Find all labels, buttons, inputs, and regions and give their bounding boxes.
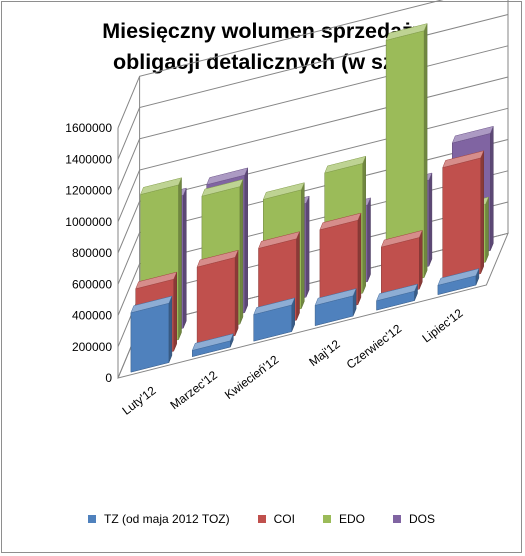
bar-top — [376, 283, 418, 302]
bar-side — [423, 23, 428, 278]
bar-tz — [253, 297, 296, 342]
x-tick-label: Czerwiec'12 — [344, 321, 405, 371]
y-tick-label: 1200000 — [65, 184, 112, 198]
bar-top — [451, 125, 494, 144]
bar-side — [490, 126, 494, 251]
y-tick-label: 600000 — [72, 277, 112, 291]
bar-top — [314, 288, 357, 306]
bar-coi — [442, 150, 485, 284]
y-tick-label: 1400000 — [65, 152, 112, 166]
bar-top — [380, 230, 423, 248]
x-tick-label: Lipiec'12 — [420, 306, 466, 346]
bar-top — [442, 150, 485, 168]
bar-side — [301, 182, 305, 309]
bars — [130, 23, 494, 373]
bar-coi — [380, 230, 423, 300]
bar-side — [173, 272, 177, 352]
y-axis-ticks: 0 200000 400000 600000 800000 1000000 1200000 1… — [65, 121, 112, 385]
bar-top — [253, 297, 296, 315]
chart-title-line-1: Miesięczny wolumen sprzedaży — [102, 19, 425, 43]
bar-tz — [314, 288, 357, 327]
bar-top — [385, 23, 428, 41]
bar-side — [362, 156, 366, 294]
legend-label: TZ (od maja 2012 TOZ) — [104, 512, 230, 526]
bar-tz — [376, 283, 418, 311]
bar-front — [196, 257, 236, 346]
bar-top — [140, 177, 182, 195]
legend-label: COI — [273, 512, 295, 526]
y-tick-label: 200000 — [72, 340, 112, 354]
bar-top — [206, 167, 249, 186]
legend-item: EDO — [322, 512, 365, 526]
bar-top — [258, 231, 300, 249]
legend-item: TZ (od maja 2012 TOZ) — [88, 512, 230, 526]
bar-side — [183, 188, 187, 329]
bar-top — [196, 249, 239, 268]
legend-swatch — [322, 514, 331, 523]
bar-side — [239, 179, 244, 325]
bar-top — [191, 333, 234, 351]
bar-side — [428, 172, 433, 267]
bar-top — [130, 295, 173, 314]
bar-side — [367, 197, 371, 282]
chart-legend: TZ (od maja 2012 TOZ) COI EDO DOS — [0, 512, 523, 526]
y-tick-label: 400000 — [72, 309, 112, 323]
bar-coi — [196, 249, 239, 346]
x-tick-label: Marzec'12 — [168, 368, 221, 412]
legend-label: EDO — [338, 512, 365, 526]
gridline — [117, 14, 509, 160]
bar-top — [135, 271, 178, 290]
y-tick-label: 1600000 — [65, 121, 112, 135]
y-tick-label: 1000000 — [65, 215, 112, 229]
x-tick-label: Kwiecień'12 — [222, 352, 282, 402]
legend-label: DOS — [408, 512, 435, 526]
legend-item: COI — [257, 512, 295, 526]
legend-swatch — [88, 514, 96, 523]
bar-top — [324, 155, 367, 174]
legend-swatch — [392, 514, 401, 523]
bar-front — [442, 157, 481, 284]
bar-top — [201, 179, 244, 197]
bar-top — [319, 212, 362, 231]
bar-top — [437, 268, 480, 286]
legend-item: DOS — [392, 512, 435, 526]
bar-side — [296, 231, 300, 321]
bar-side — [357, 213, 362, 305]
x-tick-label: Maj'12 — [306, 337, 343, 369]
x-tick-label: Luty'12 — [119, 383, 158, 417]
bar-side — [234, 250, 239, 336]
bar-side — [168, 296, 173, 363]
bar-tz — [437, 268, 480, 296]
legend-swatch — [257, 514, 266, 523]
bar-tz — [130, 295, 173, 373]
bar-side — [305, 196, 310, 298]
bar-side — [244, 167, 248, 313]
y-tick-label: 800000 — [72, 246, 112, 260]
bar-front — [130, 302, 170, 373]
chart-title: Miesięczny wolumen sprzedaży obligacji d… — [2, 16, 525, 78]
bar-side — [480, 150, 484, 274]
bar-side — [178, 177, 182, 340]
bar-side — [419, 230, 423, 290]
bar-side — [485, 197, 489, 263]
bar-edo — [385, 23, 428, 288]
bar-tz — [191, 333, 234, 358]
y-tick-label: 0 — [105, 371, 112, 385]
bar-top — [262, 182, 305, 200]
